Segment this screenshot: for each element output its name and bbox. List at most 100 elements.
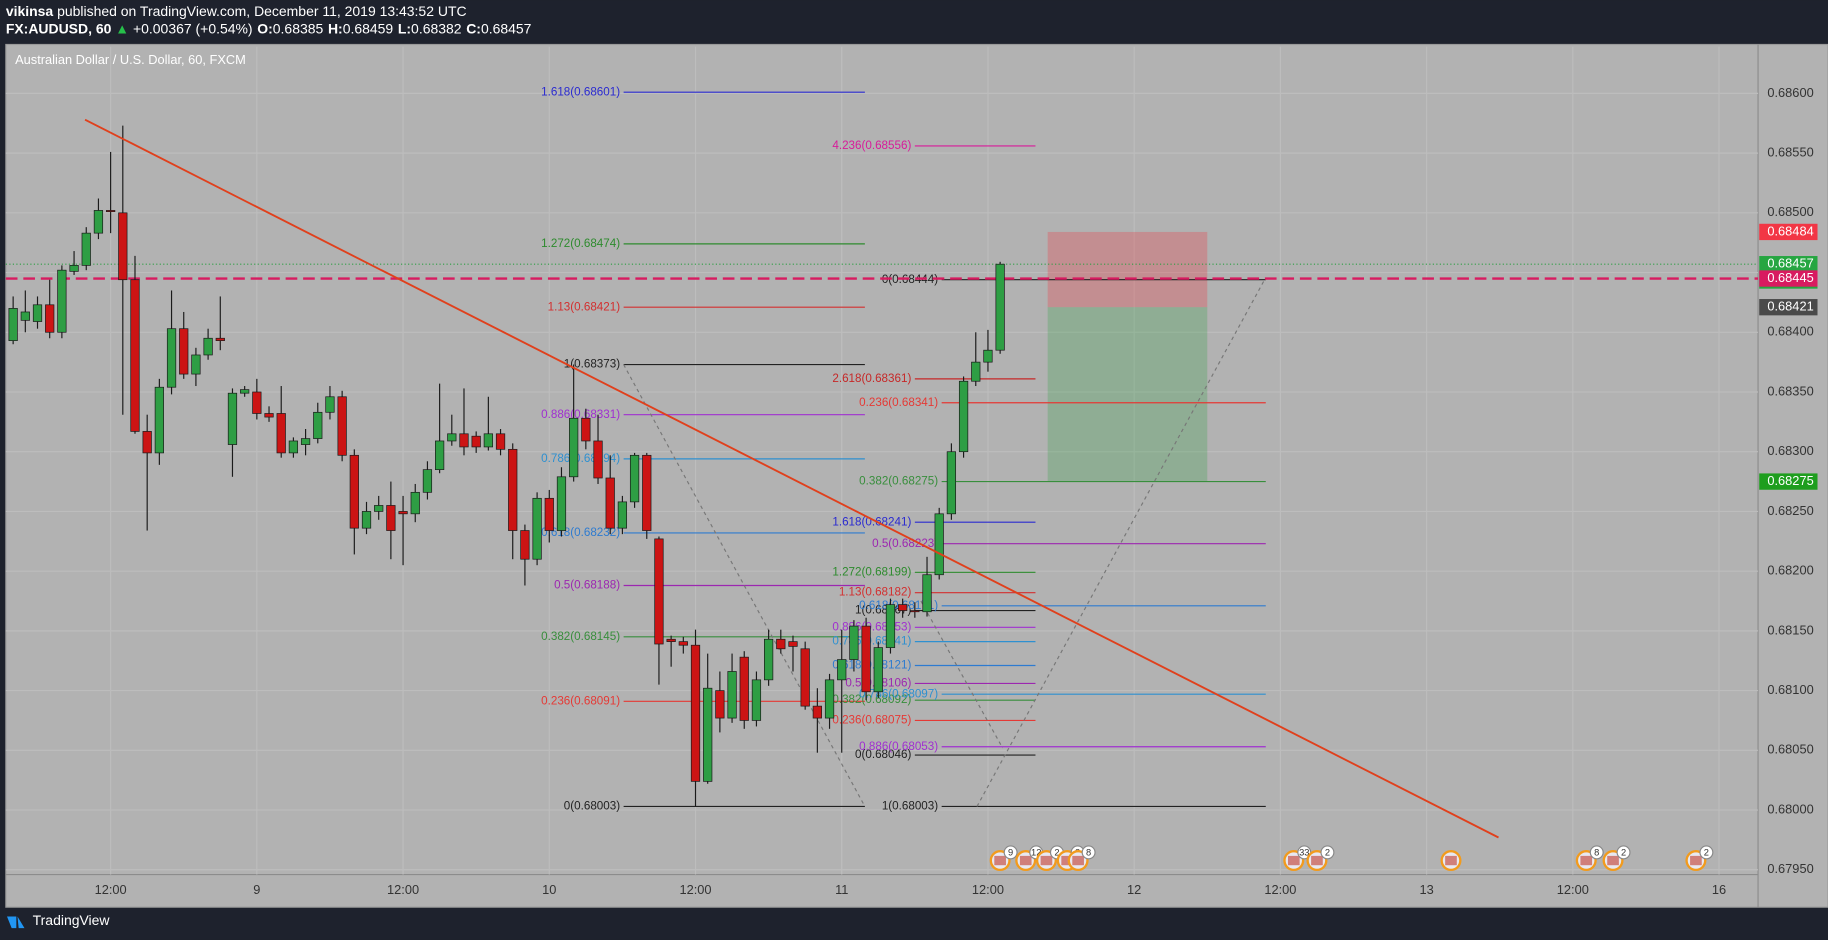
x-tick-label: 11 (835, 882, 848, 897)
brand: TradingView (33, 912, 111, 928)
y-tick-label: 0.68050 (1767, 742, 1813, 757)
fib-label: 1.13(0.68421) (548, 300, 621, 313)
candle-body (629, 454, 640, 503)
price-label-box (1759, 473, 1818, 490)
candle-body (617, 501, 628, 529)
candle-body (727, 671, 737, 719)
symbol-line: FX:AUDUSD, 60 ▲ +0.00367 (+0.54%) O:0.683… (6, 20, 532, 36)
fib-label: 0.382(0.68092) (832, 693, 911, 706)
x-tick-label: 12:00 (972, 882, 1004, 897)
candle-body (581, 417, 591, 442)
candle-body (142, 431, 152, 454)
y-tick-label: 0.68150 (1767, 622, 1813, 637)
candle-body (154, 386, 164, 454)
x-tick-label: 12:00 (1557, 882, 1589, 897)
flag-stripes (1019, 855, 1032, 866)
flag-stripes (1580, 855, 1593, 866)
candle-body (995, 263, 1005, 351)
fib-label: 0.886(0.68153) (832, 620, 911, 633)
fib-label: 0.886(0.68053) (859, 740, 938, 753)
flag-stripes (1311, 855, 1323, 866)
flag-stripes (1445, 855, 1457, 866)
y-tick-label: 0.68500 (1767, 204, 1813, 219)
price-label-box (1759, 299, 1818, 316)
candle-body (837, 659, 847, 681)
x-tick-label: 12:00 (679, 882, 711, 897)
candle-body (8, 308, 18, 341)
candle-body (958, 380, 969, 453)
event-badge (1003, 845, 1018, 860)
x-tick-label: 12:00 (387, 882, 419, 897)
fib-label: 1.618(0.68241) (832, 515, 911, 528)
footer: TradingView (6, 912, 111, 929)
candle-body (459, 433, 469, 448)
candle-body (410, 491, 420, 515)
candle-body (703, 687, 713, 782)
flag-stripes (1690, 855, 1702, 866)
symbol: FX:AUDUSD, 60 (6, 20, 112, 36)
candle-body (386, 505, 396, 531)
candle-body (422, 469, 433, 493)
candle-body (57, 269, 67, 333)
event-badge (1589, 845, 1604, 860)
candle-body (922, 574, 932, 613)
candle-body (983, 349, 993, 363)
y-tick-label: 0.68250 (1767, 503, 1813, 518)
candle-body (776, 638, 786, 650)
y-tick-label: 0.68600 (1767, 85, 1813, 100)
candle-body (824, 679, 835, 719)
event-count: 9 (1008, 847, 1013, 857)
candle-body (678, 641, 688, 646)
candle-body (361, 511, 372, 529)
target-zone (1047, 307, 1208, 482)
candle-body (398, 511, 408, 515)
candle-body (885, 604, 896, 648)
stop-zone (1047, 231, 1208, 308)
candle-body (227, 392, 238, 445)
ohlc-value: 0.68457 (481, 20, 532, 36)
fib-label: 0.5(0.68223) (872, 537, 938, 550)
flag-stripes (1072, 855, 1084, 866)
plot-area: 1.618(0.68601) 1.272(0.68474) 1.13(0.68421… (5, 46, 1759, 875)
candle-body (508, 448, 518, 531)
candle-body (349, 454, 359, 529)
event-count: 2 (1621, 847, 1626, 857)
y-tick-label: 0.68400 (1767, 324, 1813, 339)
event-count: 33 (1299, 847, 1309, 857)
event-count: 8 (1086, 847, 1091, 857)
ohlc-value: 0.68382 (411, 20, 462, 36)
candle-body (946, 451, 957, 515)
flag-stripes (994, 855, 1006, 866)
candle-body (751, 679, 762, 721)
candle-body (313, 411, 323, 439)
x-tick-label: 12:00 (95, 882, 127, 897)
event-badge (1320, 845, 1335, 860)
candle-body (495, 433, 506, 450)
candle-body (544, 497, 554, 531)
price-label: 0.68484 (1767, 223, 1813, 238)
x-tick-label: 12:00 (1264, 882, 1296, 897)
fib-label: 4.236(0.68556) (832, 139, 911, 152)
y-tick-label: 0.68550 (1767, 145, 1813, 160)
candle-body (203, 337, 213, 356)
fib-label: 1(0.68003) (882, 800, 938, 813)
candle-body (32, 304, 43, 322)
candle-body (215, 337, 225, 341)
candle-body (166, 328, 177, 388)
candle-body (739, 656, 749, 721)
candle-body (374, 505, 384, 512)
price-label: 0.68457 (1767, 256, 1813, 271)
fib-label: 0(0.68003) (564, 800, 620, 813)
event-count: 2 (1054, 847, 1059, 857)
change: +0.00367 (+0.54%) (133, 20, 253, 36)
fib-label: 0.886(0.68331) (541, 408, 620, 421)
flag-stripes (1061, 855, 1073, 866)
candle-body (276, 413, 286, 454)
fib-label: 1.272(0.68199) (832, 565, 911, 578)
candle-body (45, 304, 55, 333)
candle-body (898, 604, 908, 611)
chart-title: Australian Dollar / U.S. Dollar, 60, FXC… (15, 52, 246, 67)
x-tick-label: 13 (1419, 882, 1433, 897)
trendline (84, 118, 1499, 839)
